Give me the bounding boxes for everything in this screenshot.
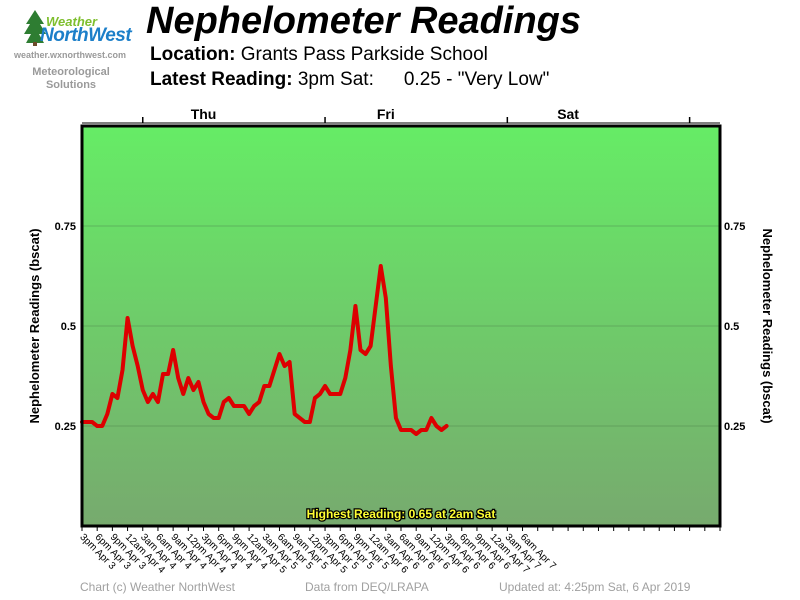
right-y-axis-label: Nephelometer Readings (bscat) bbox=[760, 228, 775, 423]
location-label: Location: bbox=[150, 44, 236, 65]
right-y-tick-label: 0.75 bbox=[724, 221, 745, 233]
day-label: Sat bbox=[557, 106, 579, 122]
logo-url: weather.wxnorthwest.com bbox=[14, 50, 127, 60]
page-title: Nephelometer Readings bbox=[146, 0, 581, 42]
day-axis: Thu Fri Sat bbox=[82, 106, 720, 124]
latest-reading-value: 0.25 - "Very Low" bbox=[403, 69, 550, 90]
highest-reading-annotation: Highest Reading: 0.65 at 2am Sat bbox=[307, 507, 496, 521]
left-y-axis: 0.25 0.5 0.75 bbox=[55, 221, 76, 433]
left-y-tick-label: 0.25 bbox=[55, 421, 76, 433]
brand-logo: Weather NorthWest weather.wxnorthwest.co… bbox=[10, 6, 140, 96]
latest-reading-time: 3pm Sat: bbox=[297, 69, 374, 90]
reading-series-line bbox=[80, 264, 449, 436]
pine-tree-icon bbox=[24, 10, 46, 46]
logo-tagline-line-1: Meteorological bbox=[32, 66, 110, 78]
footer-source: Data from DEQ/LRAPA bbox=[305, 580, 429, 594]
location-value: Grants Pass Parkside School bbox=[240, 44, 488, 65]
logo-word-bottom: NorthWest bbox=[40, 25, 132, 46]
logo-word-top: Weather bbox=[46, 14, 98, 29]
logo-tagline-line-2: Solutions bbox=[45, 79, 97, 91]
left-y-axis-label: Nephelometer Readings (bscat) bbox=[27, 228, 42, 423]
footer-credit: Chart (c) Weather NorthWest bbox=[80, 580, 235, 594]
right-y-tick-label: 0.25 bbox=[724, 421, 745, 433]
time-axis-ticks bbox=[81, 526, 721, 531]
latest-reading-line: Latest Reading: 3pm Sat: 0.25 - "Very Low… bbox=[150, 69, 549, 91]
left-y-tick-label: 0.75 bbox=[55, 221, 76, 233]
day-label: Thu bbox=[191, 106, 217, 122]
footer-updated: Updated at: 4:25pm Sat, 6 Apr 2019 bbox=[499, 580, 691, 594]
left-y-tick-label: 0.5 bbox=[61, 321, 76, 333]
logo-tagline: Meteorological Solutions bbox=[10, 66, 132, 92]
latest-reading-label: Latest Reading: bbox=[150, 69, 293, 90]
right-y-axis: 0.25 0.5 0.75 bbox=[724, 221, 745, 433]
right-y-tick-label: 0.5 bbox=[724, 321, 739, 333]
day-label: Fri bbox=[377, 106, 395, 122]
location-line: Location: Grants Pass Parkside School bbox=[150, 44, 488, 66]
